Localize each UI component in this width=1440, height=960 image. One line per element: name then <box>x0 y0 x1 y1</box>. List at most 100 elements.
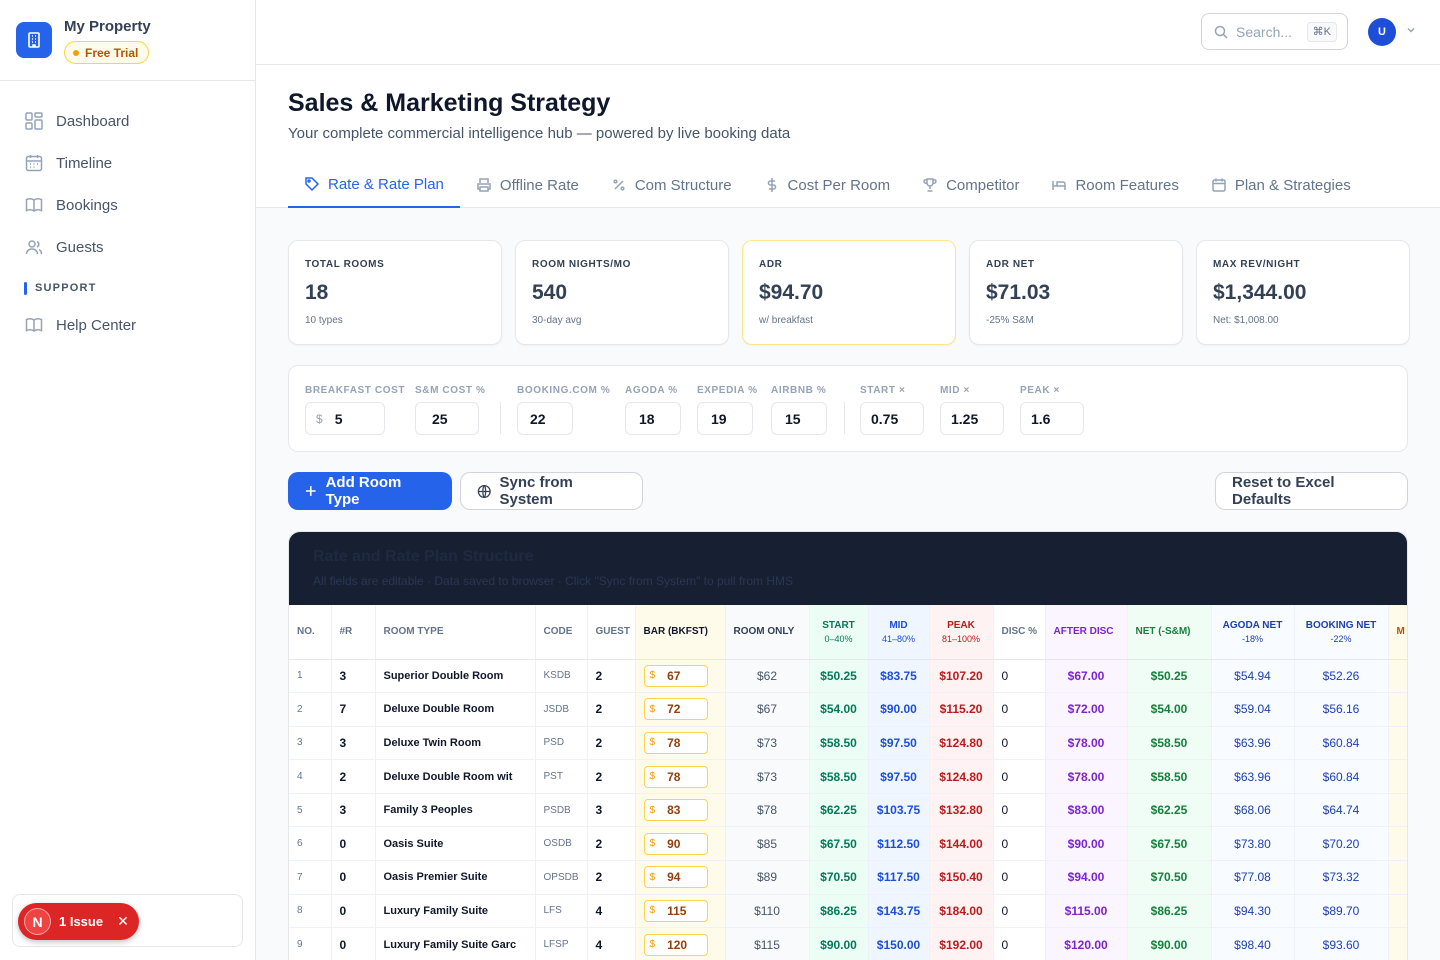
add-room-type-button[interactable]: Add Room Type <box>288 472 452 510</box>
rate-plan-table-card: Rate and Rate Plan Structure All fields … <box>288 531 1408 960</box>
table-header-bar: Rate and Rate Plan Structure All fields … <box>289 532 1407 605</box>
tab-competitor[interactable]: Competitor <box>906 162 1035 208</box>
cell-code[interactable]: JSDB <box>535 692 588 727</box>
cell-code[interactable]: PSDB <box>535 793 588 828</box>
cell-room-type[interactable]: Oasis Premier Suite <box>375 860 536 895</box>
sidebar-item-help-center[interactable]: Help Center <box>0 304 256 346</box>
brand-header: My Property Free Trial <box>0 0 255 81</box>
cell-code[interactable]: OSDB <box>535 826 588 862</box>
bar-rate-input[interactable]: $83 <box>643 799 708 822</box>
sidebar-item-timeline[interactable]: Timeline <box>0 142 256 184</box>
cell-guest[interactable]: 4 <box>587 927 636 960</box>
cell-room-type[interactable]: Luxury Family Suite <box>375 894 536 929</box>
cell-room-count[interactable]: 3 <box>331 793 376 828</box>
cell-room-count[interactable]: 0 <box>331 894 376 929</box>
cell-disc[interactable]: 0 <box>993 692 1046 727</box>
table-row: 1 3 Superior Double Room KSDB 2 $67 $62 $50.25 $… <box>289 659 1407 694</box>
cell-room-type[interactable]: Luxury Family Suite Garc <box>375 927 536 960</box>
cell-code[interactable]: LFSP <box>535 927 588 960</box>
header-label: AGODA NET <box>1222 619 1283 631</box>
airbnb-commission-input[interactable]: 15 <box>771 402 827 435</box>
cell-net: $67.50 <box>1127 826 1212 862</box>
bar-rate-input[interactable]: $72 <box>643 698 708 721</box>
start-multiplier-input[interactable]: 0.75 <box>860 402 924 435</box>
search-input[interactable]: Search... ⌘K <box>1201 13 1348 50</box>
cell-booking-net: $60.84 <box>1294 759 1389 794</box>
cell-code[interactable]: PST <box>535 759 588 794</box>
bar-rate-input[interactable]: $94 <box>643 866 708 889</box>
bar-rate-input[interactable]: $115 <box>643 899 708 922</box>
tab-offline-rate[interactable]: Offline Rate <box>460 162 595 208</box>
property-name[interactable]: My Property <box>64 18 151 35</box>
issues-indicator-button[interactable]: N 1 Issue ✕ <box>18 903 139 940</box>
cell-room-only: $115 <box>725 927 810 960</box>
cell-guest[interactable]: 3 <box>587 793 636 828</box>
cell-disc[interactable]: 0 <box>993 759 1046 794</box>
tab-rate-rate-plan[interactable]: Rate & Rate Plan <box>288 162 460 208</box>
cell-room-type[interactable]: Superior Double Room <box>375 659 536 694</box>
cell-room-count[interactable]: 0 <box>331 927 376 960</box>
cell-disc[interactable]: 0 <box>993 659 1046 694</box>
expedia-commission-input[interactable]: 19 <box>697 402 753 435</box>
cell-guest[interactable]: 2 <box>587 826 636 862</box>
stat-value: $94.70 <box>759 281 824 304</box>
cell-code[interactable]: PSD <box>535 726 588 761</box>
currency-symbol: $ <box>316 411 323 426</box>
cell-disc[interactable]: 0 <box>993 894 1046 929</box>
tab-plan-strategies[interactable]: Plan & Strategies <box>1195 162 1367 208</box>
cell-guest[interactable]: 2 <box>587 759 636 794</box>
cell-guest[interactable]: 2 <box>587 692 636 727</box>
param-label: AIRBNB % <box>771 385 827 396</box>
cell-room-type[interactable]: Family 3 Peoples <box>375 793 536 828</box>
tab-com-structure[interactable]: Com Structure <box>595 162 748 208</box>
cell-disc[interactable]: 0 <box>993 793 1046 828</box>
bar-rate-input[interactable]: $90 <box>643 832 708 855</box>
parameters-panel: BREAKFAST COST $5 S&M COST % 25 BOOKING.… <box>288 365 1408 452</box>
close-icon[interactable]: ✕ <box>117 913 129 929</box>
cell-room-count[interactable]: 3 <box>331 726 376 761</box>
cell-guest[interactable]: 2 <box>587 860 636 895</box>
sync-from-system-button[interactable]: Sync from System <box>460 472 643 510</box>
sidebar-item-guests[interactable]: Guests <box>0 226 256 268</box>
cell-disc[interactable]: 0 <box>993 860 1046 895</box>
agoda-commission-input[interactable]: 18 <box>625 402 681 435</box>
cell-room-type[interactable]: Deluxe Double Room wit <box>375 759 536 794</box>
cell-code[interactable]: KSDB <box>535 659 588 694</box>
cell-room-type[interactable]: Oasis Suite <box>375 826 536 862</box>
chevron-down-icon[interactable] <box>1405 24 1417 36</box>
sm-cost-input[interactable]: 25 <box>415 402 479 435</box>
cell-disc[interactable]: 0 <box>993 826 1046 862</box>
bar-rate-input[interactable]: $120 <box>643 933 708 956</box>
bar-rate-input[interactable]: $67 <box>643 664 708 687</box>
cell-agoda-net: $59.04 <box>1211 692 1295 727</box>
free-trial-badge[interactable]: Free Trial <box>64 41 150 64</box>
cell-room-count[interactable]: 3 <box>331 659 376 694</box>
sidebar-item-dashboard[interactable]: Dashboard <box>0 100 256 142</box>
cell-guest[interactable]: 2 <box>587 726 636 761</box>
cell-room-type[interactable]: Deluxe Twin Room <box>375 726 536 761</box>
bar-rate-input[interactable]: $78 <box>643 765 708 788</box>
cell-room-type[interactable]: Deluxe Double Room <box>375 692 536 727</box>
booking-commission-input[interactable]: 22 <box>517 402 573 435</box>
cell-code[interactable]: OPSDB <box>535 860 588 895</box>
cell-guest[interactable]: 4 <box>587 894 636 929</box>
building-icon[interactable] <box>16 22 52 58</box>
cell-code[interactable]: LFS <box>535 894 588 929</box>
bar-rate-input[interactable]: $78 <box>643 731 708 754</box>
breakfast-cost-input[interactable]: $5 <box>305 402 385 435</box>
sidebar-item-bookings[interactable]: Bookings <box>0 184 256 226</box>
cell-room-count[interactable]: 2 <box>331 759 376 794</box>
cell-room-count[interactable]: 0 <box>331 860 376 895</box>
avatar[interactable]: U <box>1368 18 1396 46</box>
cell-guest[interactable]: 2 <box>587 659 636 694</box>
cell-room-count[interactable]: 0 <box>331 826 376 862</box>
tab-room-features[interactable]: Room Features <box>1035 162 1194 208</box>
tab-cost-per-room[interactable]: Cost Per Room <box>748 162 907 208</box>
reset-defaults-button[interactable]: Reset to Excel Defaults <box>1215 472 1408 510</box>
cell-room-count[interactable]: 7 <box>331 692 376 727</box>
cell-disc[interactable]: 0 <box>993 726 1046 761</box>
cell-disc[interactable]: 0 <box>993 927 1046 960</box>
bed-icon <box>1052 181 1067 190</box>
peak-multiplier-input[interactable]: 1.6 <box>1020 402 1084 435</box>
mid-multiplier-input[interactable]: 1.25 <box>940 402 1004 435</box>
